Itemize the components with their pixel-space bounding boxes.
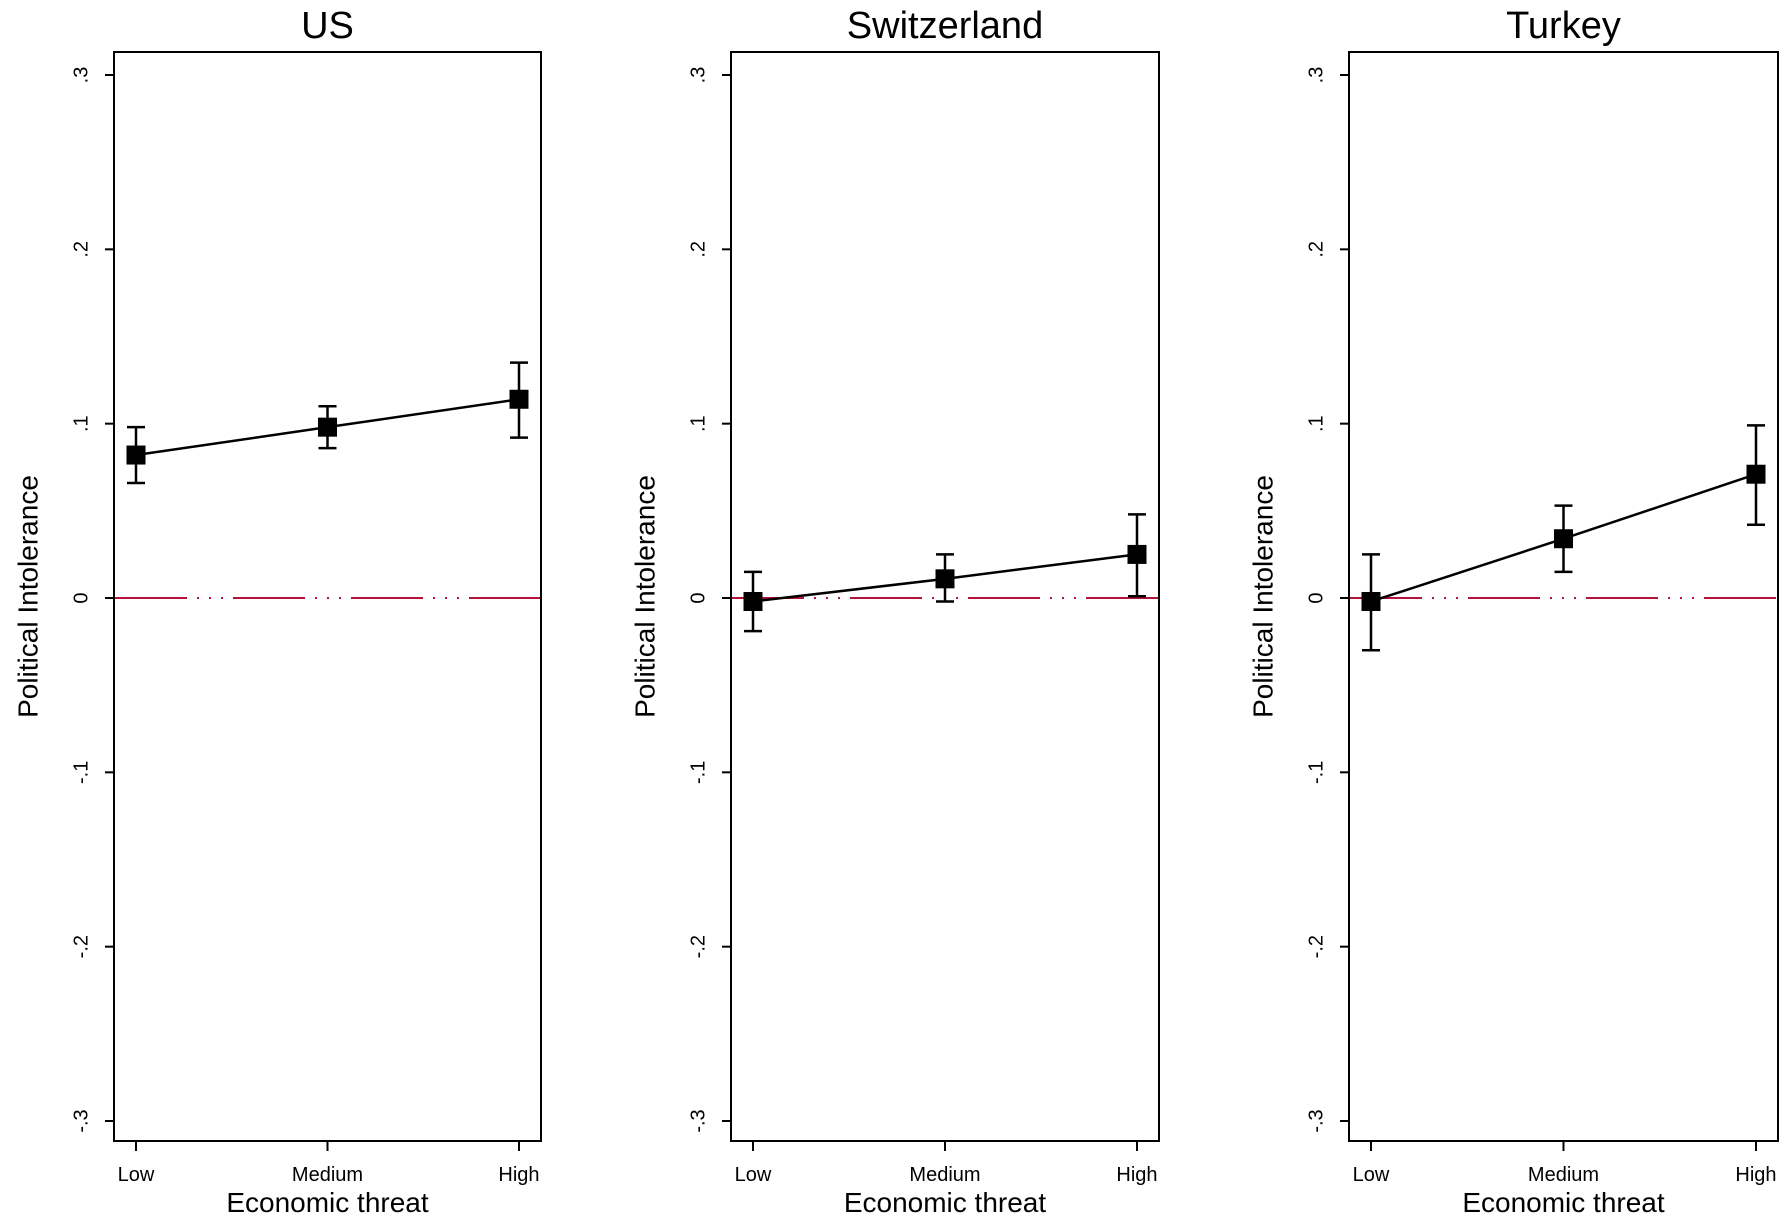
y-tick-label: 0 [70,592,92,603]
y-axis-title: Political Intolerance [629,475,660,718]
y-tick-label: 0 [1305,592,1327,603]
panel-title: Turkey [1506,5,1621,47]
y-tick-label: .3 [1305,67,1327,84]
data-point [1361,591,1381,611]
y-tick-label: .1 [687,415,709,432]
y-tick-label: -.3 [687,1109,709,1132]
plot-frame [113,51,542,1142]
x-tick-label: Medium [1528,1164,1599,1186]
data-point [1554,529,1573,549]
x-tick-label: Low [1353,1164,1390,1186]
x-tick-label: Low [118,1164,155,1186]
y-tick-label: -.2 [687,935,709,958]
data-point [1746,464,1766,484]
panel-title: Switzerland [847,5,1043,47]
x-tick-label: High [498,1164,539,1186]
x-tick-label: Medium [909,1164,980,1186]
y-tick-label: .1 [70,415,92,432]
panel-title: US [301,5,354,47]
y-tick-label: .1 [1305,415,1327,432]
y-tick-label: -.1 [687,761,709,784]
plot-frame [1348,51,1779,1142]
x-axis-title: Economic threat [1462,1187,1665,1218]
y-tick-label: -.1 [70,761,92,784]
data-point [126,445,146,465]
y-axis-title: Political Intolerance [12,475,43,718]
y-tick-label: .3 [70,67,92,84]
panel-us: US .3 .2 .1 0 -.1 -.2 -.3 Political Intolerance L… [12,5,542,1218]
y-tick-label: -.3 [1305,1109,1327,1132]
panel-turkey: Turkey .3 .2 .1 0 -.1 -.2 -.3 Political Intolera… [1247,5,1779,1218]
y-tick-label: -.1 [1305,761,1327,784]
data-point [318,417,337,437]
y-tick-label: .2 [70,241,92,258]
y-axis-title: Political Intolerance [1247,475,1278,718]
y-tick-label: -.3 [70,1109,92,1132]
x-tick-label: High [1735,1164,1776,1186]
data-point [509,389,529,409]
y-tick-label: 0 [687,592,709,603]
y-tick-label: .2 [687,241,709,258]
y-tick-label: -.2 [70,935,92,958]
data-point [743,591,763,611]
y-tick-label: .3 [687,67,709,84]
data-point [935,569,955,589]
x-tick-label: High [1116,1164,1157,1186]
x-axis-title: Economic threat [226,1187,429,1218]
data-point [1127,544,1147,564]
x-tick-label: Medium [292,1164,363,1186]
x-axis-title: Economic threat [844,1187,1047,1218]
y-tick-label: .2 [1305,241,1327,258]
x-tick-label: Low [735,1164,772,1186]
y-tick-label: -.2 [1305,935,1327,958]
panel-switzerland: Switzerland .3 .2 .1 0 -.1 -.2 -.3 Political Int… [629,5,1160,1218]
